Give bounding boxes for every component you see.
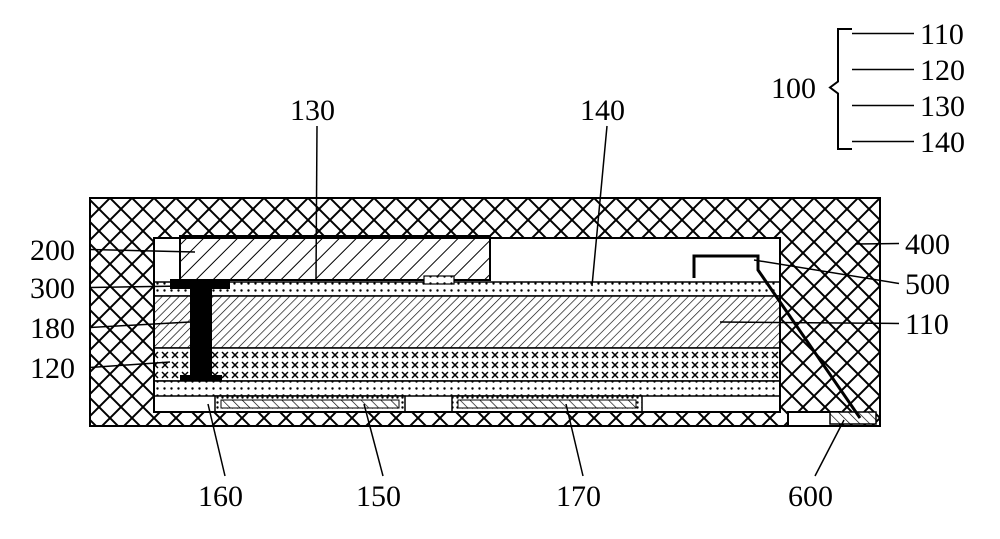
callout-label: 170: [556, 480, 601, 513]
feature-180: [190, 289, 212, 381]
layer-140-top: [154, 282, 780, 296]
plate-200: [180, 236, 490, 280]
pad-600: [830, 412, 876, 424]
layer-bottom-band: [154, 381, 780, 396]
callout-label: 300: [30, 272, 75, 305]
via-cap: [424, 276, 454, 284]
feature-160-foot: [180, 375, 222, 381]
callout-leader: [316, 126, 317, 280]
callout-leader: [815, 420, 844, 476]
layer-110: [154, 296, 780, 348]
legend-item: 130: [920, 90, 965, 123]
legend-item: 140: [920, 126, 965, 159]
callout-label: 400: [905, 228, 950, 261]
callout-label: 160: [198, 480, 243, 513]
diagram-root: 2003001801204005001101301401601501706001…: [0, 0, 1000, 539]
legend-group-label: 100: [771, 72, 816, 105]
legend-item: 110: [920, 18, 964, 51]
callout-label: 200: [30, 234, 75, 267]
feature-300: [170, 279, 230, 289]
callout-label: 180: [30, 312, 75, 345]
strip-150-core: [221, 400, 399, 408]
legend-brace: [830, 29, 852, 149]
callout-label: 110: [905, 308, 949, 341]
callout-label: 600: [788, 480, 833, 513]
callout-label: 120: [30, 352, 75, 385]
callout-leader: [855, 244, 899, 245]
callout-label: 150: [356, 480, 401, 513]
layer-120: [154, 348, 780, 381]
callout-label: 500: [905, 268, 950, 301]
callout-label: 140: [580, 94, 625, 127]
legend-item: 120: [920, 54, 965, 87]
strip-170-core: [458, 400, 636, 408]
callout-label: 130: [290, 94, 335, 127]
